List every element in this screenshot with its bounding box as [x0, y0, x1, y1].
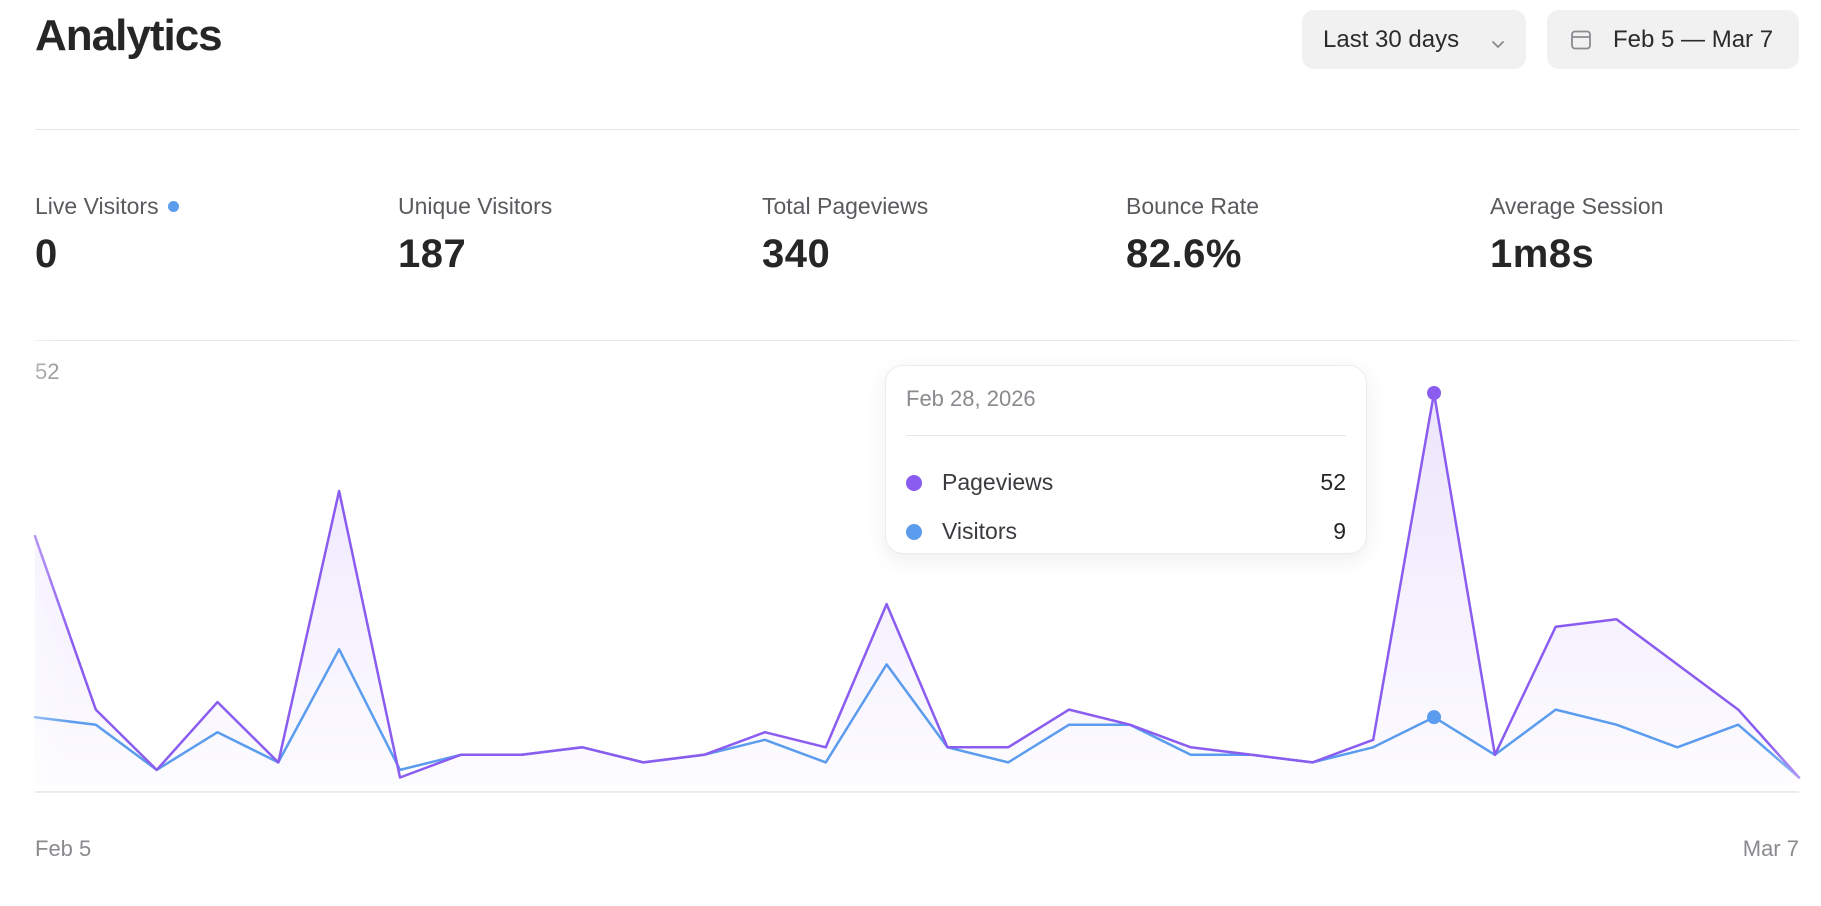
calendar-icon [1569, 28, 1593, 52]
page-title: Analytics [35, 11, 223, 60]
tooltip-series-value: 52 [1320, 469, 1346, 495]
pageviews-legend-dot-icon [906, 474, 922, 491]
stat-live-visitors: Live Visitors 0 [35, 190, 179, 278]
stat-value: 0 [35, 232, 58, 276]
date-picker-button[interactable]: Feb 5 — Mar 7 [1547, 10, 1799, 69]
date-range-label: Last 30 days [1323, 25, 1460, 53]
stat-label: Bounce Rate [1126, 193, 1259, 219]
stat-value: 1m8s [1490, 232, 1595, 276]
stat-value: 187 [398, 232, 467, 276]
visitors-legend-dot-icon [906, 523, 922, 540]
tooltip-series-name: Pageviews [942, 469, 1054, 495]
stat-value: 82.6% [1126, 232, 1242, 276]
stat-label: Unique Visitors [398, 193, 553, 219]
stat-total-pageviews: Total Pageviews 340 [762, 190, 928, 278]
date-picker-label: Feb 5 — Mar 7 [1613, 25, 1774, 53]
chevron-down-icon [1490, 31, 1506, 59]
tooltip-row-visitors: Visitors 9 [906, 518, 1346, 545]
x-axis-end-label: Mar 7 [1742, 836, 1799, 861]
x-axis-start-label: Feb 5 [35, 836, 92, 861]
tooltip-series-name: Visitors [942, 518, 1017, 544]
stat-unique-visitors: Unique Visitors 187 [398, 190, 552, 278]
pageviews-hover-point [1427, 386, 1442, 400]
tooltip-row-pageviews: Pageviews 52 [906, 469, 1346, 496]
chart-tooltip: Feb 28, 2026 Pageviews 52 Visitors 9 [885, 365, 1367, 554]
stat-label: Live Visitors [35, 193, 159, 219]
date-range-select[interactable]: Last 30 days [1302, 10, 1526, 69]
tooltip-date: Feb 28, 2026 [906, 386, 1036, 411]
stat-value: 340 [762, 232, 831, 276]
stat-bounce-rate: Bounce Rate 82.6% [1126, 190, 1259, 278]
stat-label: Total Pageviews [762, 193, 929, 219]
stat-average-session: Average Session 1m8s [1490, 190, 1663, 278]
live-indicator-icon [167, 200, 179, 212]
tooltip-series-value: 9 [1333, 518, 1346, 544]
visitors-hover-point [1427, 710, 1442, 725]
header-divider [35, 129, 1799, 130]
tooltip-divider [906, 435, 1346, 436]
stat-label: Average Session [1490, 193, 1664, 219]
